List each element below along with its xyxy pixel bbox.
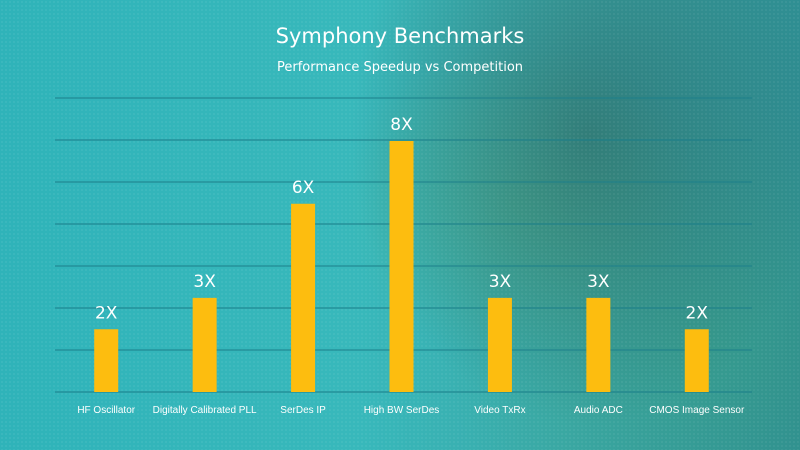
data-label: 3X — [193, 272, 216, 292]
category-label: High BW SerDes — [364, 405, 440, 416]
data-label: 3X — [489, 272, 512, 292]
bar — [94, 329, 119, 392]
data-label: 3X — [587, 272, 610, 292]
bar — [684, 329, 709, 392]
category-label: Digitally Calibrated PLL — [153, 405, 257, 416]
bar — [389, 141, 414, 392]
data-label: 8X — [390, 115, 413, 135]
bar — [291, 203, 316, 392]
category-label: SerDes IP — [280, 405, 326, 416]
bar — [487, 297, 512, 392]
chart-title: Symphony Benchmarks — [275, 24, 525, 48]
category-label: CMOS Image Sensor — [649, 405, 745, 416]
data-label: 2X — [686, 303, 709, 323]
chart-subtitle: Performance Speedup vs Competition — [276, 60, 524, 75]
category-label: HF Oscillator — [77, 405, 135, 416]
bar — [586, 297, 611, 392]
category-label: Audio ADC — [574, 405, 623, 416]
data-label: 2X — [95, 303, 118, 323]
bar — [192, 297, 217, 392]
category-label: Video TxRx — [474, 405, 525, 416]
data-label: 6X — [292, 178, 315, 198]
